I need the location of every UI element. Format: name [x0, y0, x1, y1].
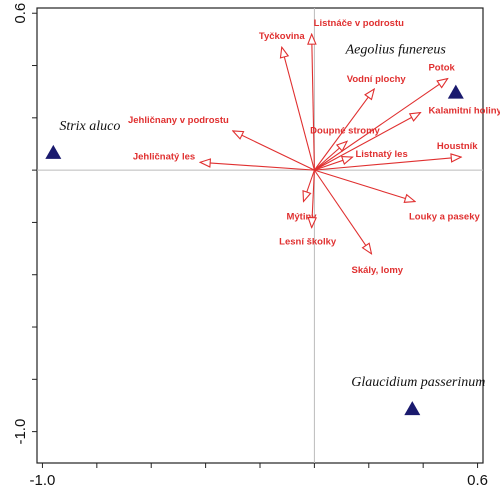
env-vector-arrow [282, 47, 315, 171]
environmental-vectors: Listnáče v podrostu Tyčkovina Vodní plochy… [128, 18, 500, 276]
env-vector-label: Listnáče v podrostu [314, 18, 404, 29]
env-vector-arrow [314, 157, 461, 171]
env-vector-arrow [312, 34, 315, 171]
env-vector-arrow [313, 169, 371, 254]
species-label: Strix aluco [59, 119, 120, 134]
env-vector-arrow [200, 162, 315, 171]
y-tick-label: -1.0 [12, 419, 29, 445]
plot-frame [36, 7, 484, 464]
species-point [404, 401, 421, 416]
axis-ticks: -1.0 0.6 0.6 -1.0 [12, 3, 488, 489]
env-vector-arrow [313, 89, 374, 171]
env-vector-arrow [314, 157, 352, 171]
env-vector-label: Mýtiny [286, 212, 317, 223]
species-label: Aegolius funereus [345, 43, 447, 58]
env-vector-arrow [314, 169, 415, 201]
env-vector-arrow [233, 131, 315, 171]
env-vector-label: Doupné stromy [310, 125, 380, 136]
y-tick-label: 0.6 [12, 3, 29, 24]
zero-lines [37, 8, 483, 463]
env-vector-label: Kalamitní holiny [428, 106, 500, 117]
env-vector-label: Skály, lomy [352, 265, 404, 276]
env-vector-label: Jehličnany v podrostu [128, 115, 229, 126]
env-vector-label: Louky a paseky [409, 212, 480, 223]
x-tick-label: 0.6 [467, 472, 488, 489]
species-point [447, 84, 464, 99]
env-vector-arrow [304, 169, 315, 201]
species-label: Glaucidium passerinum [351, 375, 485, 390]
env-vector-label: Tyčkovina [259, 31, 305, 42]
env-vector-label: Potok [428, 63, 455, 74]
species-points: Strix aluco Aegolius funereus Glaucidium p… [45, 43, 485, 416]
env-vector-label: Houstník [437, 141, 478, 152]
env-vector-arrow [314, 113, 420, 171]
env-vector-label: Vodní plochy [347, 74, 407, 85]
env-vector-arrow [314, 79, 447, 171]
species-point [45, 144, 62, 159]
env-vector-label: Lesní školky [279, 237, 337, 248]
env-vector-label: Listnatý les [355, 149, 407, 160]
env-vector-arrow [312, 170, 315, 228]
env-vector-arrow [314, 141, 347, 171]
x-tick-label: -1.0 [30, 472, 56, 489]
env-vector-label: Jehličnatý les [133, 151, 195, 162]
